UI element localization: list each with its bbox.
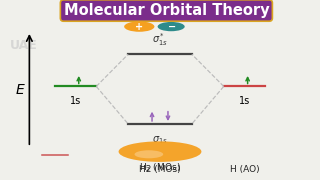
Text: H$_2$ (MOs): H$_2$ (MOs) [139, 161, 181, 174]
Text: UAE: UAE [10, 39, 38, 52]
Text: E: E [16, 83, 25, 97]
Ellipse shape [124, 21, 155, 32]
Text: $\sigma^*_{1s}$: $\sigma^*_{1s}$ [152, 31, 168, 48]
Text: H (AO): H (AO) [230, 165, 259, 174]
Text: H2 (MOs): H2 (MOs) [139, 165, 181, 174]
Text: 1s: 1s [239, 96, 250, 106]
Text: 1s: 1s [70, 96, 81, 106]
Ellipse shape [134, 150, 163, 158]
Text: +: + [135, 22, 143, 32]
Ellipse shape [119, 141, 201, 162]
Text: −: − [168, 22, 176, 32]
Text: H (AO): H (AO) [0, 179, 1, 180]
Text: Molecular Orbital Theory: Molecular Orbital Theory [64, 3, 269, 18]
Ellipse shape [158, 22, 185, 31]
Text: $\sigma_{1s}$: $\sigma_{1s}$ [152, 135, 168, 147]
